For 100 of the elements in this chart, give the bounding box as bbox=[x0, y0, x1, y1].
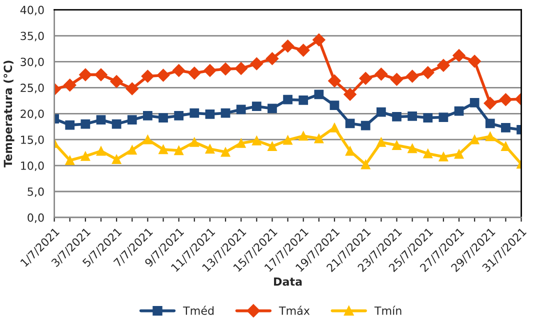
point bbox=[438, 152, 448, 162]
point bbox=[298, 131, 308, 141]
point bbox=[204, 64, 216, 77]
point bbox=[268, 142, 277, 152]
legend-label: Tméd bbox=[183, 306, 214, 315]
point bbox=[374, 68, 388, 81]
point bbox=[406, 70, 419, 83]
point bbox=[345, 146, 355, 156]
point bbox=[236, 104, 246, 114]
point bbox=[126, 82, 139, 96]
point bbox=[485, 118, 495, 128]
point bbox=[141, 70, 154, 83]
point bbox=[143, 111, 152, 120]
point bbox=[408, 144, 418, 154]
point bbox=[298, 95, 308, 105]
point bbox=[266, 52, 279, 66]
point bbox=[423, 113, 433, 122]
point bbox=[470, 134, 480, 144]
point bbox=[80, 119, 90, 129]
point bbox=[296, 44, 310, 57]
point bbox=[110, 75, 123, 88]
point bbox=[360, 120, 370, 130]
point bbox=[314, 134, 324, 144]
point bbox=[172, 64, 186, 77]
point bbox=[376, 137, 386, 147]
point bbox=[65, 156, 75, 166]
point bbox=[219, 62, 232, 76]
point bbox=[283, 135, 292, 145]
point bbox=[501, 122, 510, 132]
point bbox=[501, 142, 510, 152]
point bbox=[174, 111, 184, 120]
point bbox=[437, 58, 450, 72]
point bbox=[205, 144, 215, 154]
point bbox=[360, 160, 370, 170]
point bbox=[252, 102, 262, 112]
x-axis-title: Data bbox=[274, 277, 302, 286]
point bbox=[454, 149, 464, 159]
point bbox=[359, 72, 372, 85]
point bbox=[252, 136, 262, 146]
point bbox=[392, 112, 402, 122]
y-tick-label: 5,0 bbox=[28, 187, 44, 198]
point bbox=[345, 118, 355, 128]
point bbox=[328, 74, 341, 88]
point bbox=[283, 94, 292, 104]
point bbox=[220, 108, 230, 118]
point bbox=[94, 68, 108, 82]
point bbox=[234, 62, 248, 75]
point bbox=[344, 88, 356, 101]
point bbox=[452, 49, 466, 62]
point bbox=[485, 132, 495, 142]
y-tick-label: 30,0 bbox=[20, 58, 44, 68]
point bbox=[158, 144, 168, 154]
y-tick-label: 10,0 bbox=[21, 162, 44, 172]
point bbox=[484, 96, 497, 110]
point bbox=[468, 54, 481, 68]
point bbox=[190, 108, 200, 118]
point bbox=[330, 122, 340, 132]
point bbox=[376, 107, 386, 117]
point bbox=[330, 100, 340, 110]
point bbox=[96, 146, 106, 156]
point bbox=[174, 146, 184, 156]
point bbox=[408, 112, 418, 121]
point bbox=[158, 113, 168, 122]
point bbox=[143, 134, 152, 144]
point bbox=[281, 40, 294, 53]
point bbox=[127, 145, 137, 155]
y-tick-label: 20,0 bbox=[20, 110, 44, 120]
y-axis-title: Temperatura (°C) bbox=[4, 60, 14, 168]
legend-label: Tmáx bbox=[278, 306, 310, 315]
y-tick-label: 35,0 bbox=[20, 32, 44, 42]
point bbox=[438, 112, 448, 122]
point bbox=[390, 72, 404, 86]
point bbox=[63, 78, 76, 92]
point bbox=[79, 68, 92, 82]
point bbox=[127, 115, 137, 125]
point bbox=[268, 104, 277, 114]
point bbox=[392, 140, 402, 150]
legend-label: Tmín bbox=[374, 306, 402, 315]
point bbox=[112, 119, 122, 129]
y-tick-label: 0,0 bbox=[28, 213, 44, 223]
point bbox=[423, 148, 433, 158]
point bbox=[250, 57, 264, 70]
point bbox=[220, 147, 230, 157]
point bbox=[499, 93, 512, 106]
point bbox=[80, 152, 90, 161]
point bbox=[470, 98, 480, 108]
point bbox=[112, 154, 122, 164]
point bbox=[312, 34, 326, 46]
point bbox=[156, 68, 170, 82]
point bbox=[421, 66, 434, 80]
point bbox=[65, 120, 75, 130]
point bbox=[96, 115, 106, 125]
point bbox=[190, 137, 200, 147]
point bbox=[188, 66, 201, 80]
point bbox=[454, 106, 464, 116]
point bbox=[314, 90, 324, 100]
y-tick-label: 40,0 bbox=[20, 6, 44, 16]
y-tick-label: 15,0 bbox=[21, 136, 44, 146]
point bbox=[205, 109, 215, 119]
point bbox=[236, 138, 246, 148]
